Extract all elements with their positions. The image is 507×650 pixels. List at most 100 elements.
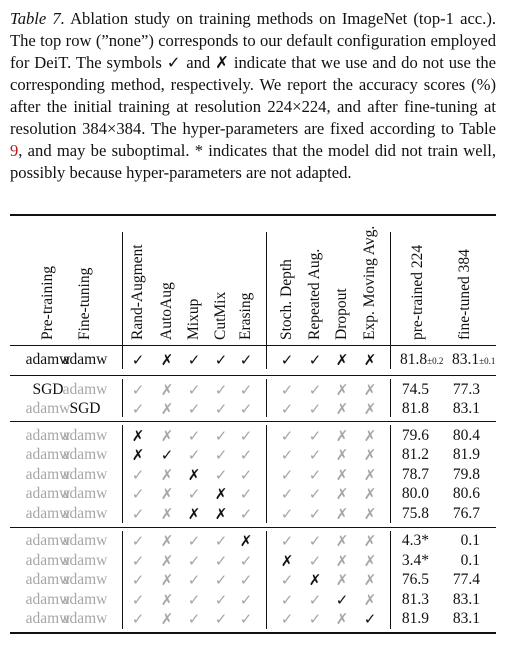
column-header-6: Erasing: [237, 292, 254, 340]
pretrained-224-cell: 81.8±0.2: [400, 351, 444, 368]
column-header-1: Fine-tuning: [76, 267, 93, 340]
column-separator: [122, 531, 123, 629]
check-icon: ✓: [280, 466, 294, 484]
pretrained-224-cell: 80.0: [401, 485, 429, 502]
check-icon: ✓: [187, 446, 201, 464]
check-icon: ✓: [239, 381, 253, 399]
finetuned-384-cell: 79.8: [452, 466, 480, 483]
finetuned-384-cell: 83.1±0.1: [452, 351, 496, 368]
column-header-8: Repeated Aug.: [306, 248, 323, 340]
column-separator: [122, 379, 123, 417]
pretraining-cell: adamw: [25, 400, 71, 417]
pretraining-cell: adamw: [25, 351, 71, 368]
check-icon: ✓: [308, 610, 322, 628]
cross-icon: ✗: [335, 552, 349, 570]
finetuning-cell: SGD: [69, 400, 101, 417]
column-header-5: CutMix: [212, 291, 229, 340]
column-header-4: Mixup: [185, 298, 202, 340]
finetuning-cell: adamw: [62, 591, 108, 608]
check-icon: ✓: [280, 400, 294, 418]
finetuned-384-cell: 81.9: [452, 446, 480, 463]
check-icon: ✓: [239, 505, 253, 523]
check-icon: ✓: [308, 532, 322, 550]
cross-icon: ✗: [160, 427, 174, 445]
check-icon: ✓: [239, 485, 253, 503]
cross-icon: ✗: [160, 381, 174, 399]
cross-icon: ✗: [363, 446, 377, 464]
pretraining-cell: adamw: [25, 505, 71, 522]
cross-icon: ✗: [335, 446, 349, 464]
cross-icon: ✗: [363, 591, 377, 609]
check-icon: ✓: [214, 532, 228, 550]
check-icon: ✓: [280, 610, 294, 628]
check-icon: ✓: [280, 446, 294, 464]
cross-icon: ✗: [187, 466, 201, 484]
check-icon: ✓: [308, 485, 322, 503]
check-icon: ✓: [239, 610, 253, 628]
finetuned-384-cell: 76.7: [452, 505, 480, 522]
check-icon: ✓: [214, 571, 228, 589]
cross-icon: ✗: [363, 351, 377, 369]
column-separator: [122, 425, 123, 523]
check-icon: ✓: [280, 351, 294, 369]
check-icon: ✓: [239, 427, 253, 445]
column-separator: [266, 232, 267, 369]
pretraining-cell: adamw: [25, 427, 71, 444]
caption-label: Table 7.: [10, 9, 65, 28]
pretrained-224-cell: 75.8: [401, 505, 429, 522]
check-icon: ✓: [308, 552, 322, 570]
cross-icon: ✗: [335, 400, 349, 418]
pretrained-224-cell: 81.9: [401, 610, 429, 627]
cross-icon: ✗: [363, 381, 377, 399]
check-icon: ✓: [308, 446, 322, 464]
check-icon: ✓: [187, 532, 201, 550]
column-header-2: Rand-Augment: [129, 244, 146, 340]
check-icon: ✓: [131, 485, 145, 503]
check-icon: ✓: [131, 591, 145, 609]
cross-icon: ✗: [160, 552, 174, 570]
std-dev-label: ±0.2: [427, 356, 444, 366]
cross-icon: ✗: [187, 505, 201, 523]
check-icon: ✓: [239, 446, 253, 464]
finetuning-cell: adamw: [62, 427, 108, 444]
pretraining-cell: adamw: [25, 610, 71, 627]
cross-icon: ✗: [160, 400, 174, 418]
check-icon: ✓: [308, 400, 322, 418]
table-reference-link[interactable]: 9: [10, 141, 19, 160]
check-icon: ✓: [131, 381, 145, 399]
check-icon: ✓: [308, 591, 322, 609]
cross-icon: ✗: [335, 571, 349, 589]
check-icon: ✓: [187, 427, 201, 445]
pretraining-cell: SGD: [32, 381, 64, 398]
pretrained-224-cell: 79.6: [401, 427, 429, 444]
caption-text-end: , and may be suboptimal. * indicates tha…: [10, 141, 496, 182]
finetuning-cell: adamw: [62, 505, 108, 522]
pretraining-cell: adamw: [25, 571, 71, 588]
check-icon: ✓: [335, 591, 349, 609]
cross-icon: ✗: [239, 532, 253, 550]
check-icon: ✓: [239, 466, 253, 484]
bottom-rule: [10, 632, 496, 634]
check-icon: ✓: [280, 532, 294, 550]
finetuning-cell: adamw: [62, 552, 108, 569]
finetuned-384-cell: 77.3: [452, 381, 480, 398]
pretrained-224-cell: 76.5: [401, 571, 429, 588]
check-icon: ✓: [308, 466, 322, 484]
cross-icon: ✗: [335, 485, 349, 503]
cross-icon: ✗: [214, 505, 228, 523]
column-header-12: fine-tuned 384: [456, 249, 473, 340]
check-icon: ✓: [214, 351, 228, 369]
finetuning-cell: adamw: [62, 381, 108, 398]
check-icon: ✓: [280, 485, 294, 503]
group-rule-1: [10, 375, 496, 376]
check-icon: ✓: [131, 351, 145, 369]
cross-icon: ✗: [160, 505, 174, 523]
cross-icon: ✗: [308, 571, 322, 589]
cross-icon: ✗: [160, 532, 174, 550]
column-separator: [122, 232, 123, 369]
check-icon: ✓: [214, 466, 228, 484]
finetuned-384-cell: 77.4: [452, 571, 480, 588]
check-icon: ✓: [214, 446, 228, 464]
header-rule: [10, 345, 496, 346]
check-icon: ✓: [239, 591, 253, 609]
